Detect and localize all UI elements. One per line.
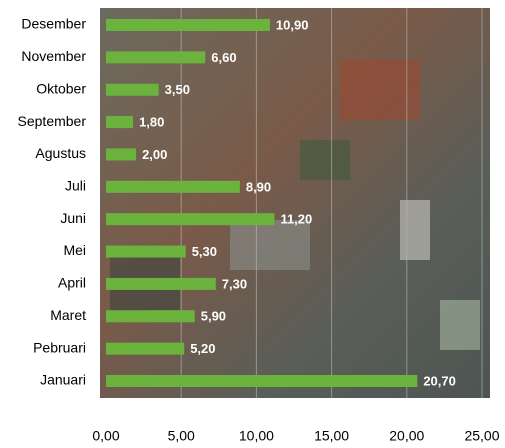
value-label: 20,70 <box>423 373 456 388</box>
bar <box>106 148 137 161</box>
value-label: 5,30 <box>192 244 217 259</box>
y-tick-label: November <box>21 48 86 64</box>
bar <box>106 83 159 96</box>
y-tick-label: Pebruari <box>33 339 86 355</box>
value-label: 11,20 <box>280 212 312 227</box>
x-tick-label: 0,00 <box>92 428 119 444</box>
bar <box>106 116 134 129</box>
bar <box>106 310 195 323</box>
x-tick-label: 5,00 <box>168 428 195 444</box>
bar <box>106 180 240 193</box>
value-label: 8,90 <box>246 179 271 194</box>
y-tick-label: Juni <box>60 210 86 226</box>
value-label: 2,00 <box>142 147 167 162</box>
aerial-photo <box>100 8 490 398</box>
bar <box>106 51 206 64</box>
y-tick-label: Oktober <box>36 80 86 96</box>
bar <box>106 277 216 290</box>
y-tick-label: Agustus <box>35 145 86 161</box>
bar <box>106 19 270 31</box>
y-tick-label: Juli <box>65 178 86 194</box>
y-tick-label: April <box>58 275 86 291</box>
bar <box>106 213 275 226</box>
value-label: 5,20 <box>190 341 215 356</box>
value-label: 5,90 <box>201 309 226 324</box>
y-tick-label: Januari <box>40 372 86 388</box>
value-label: 6,60 <box>211 50 236 65</box>
bar <box>106 375 418 387</box>
x-tick-label: 10,00 <box>239 428 274 444</box>
y-tick-label: September <box>18 113 87 129</box>
bar <box>106 245 186 258</box>
y-tick-label: Mei <box>63 242 86 258</box>
y-tick-label: Maret <box>50 307 86 323</box>
value-label: 1,80 <box>139 115 164 130</box>
value-label: 10,90 <box>276 17 309 32</box>
x-tick-label: 25,00 <box>464 428 499 444</box>
value-label: 7,30 <box>222 276 247 291</box>
bar <box>106 342 185 355</box>
y-tick-label: Desember <box>21 16 86 32</box>
x-tick-label: 20,00 <box>389 428 424 444</box>
x-tick-label: 15,00 <box>314 428 349 444</box>
value-label: 3,50 <box>165 82 190 97</box>
